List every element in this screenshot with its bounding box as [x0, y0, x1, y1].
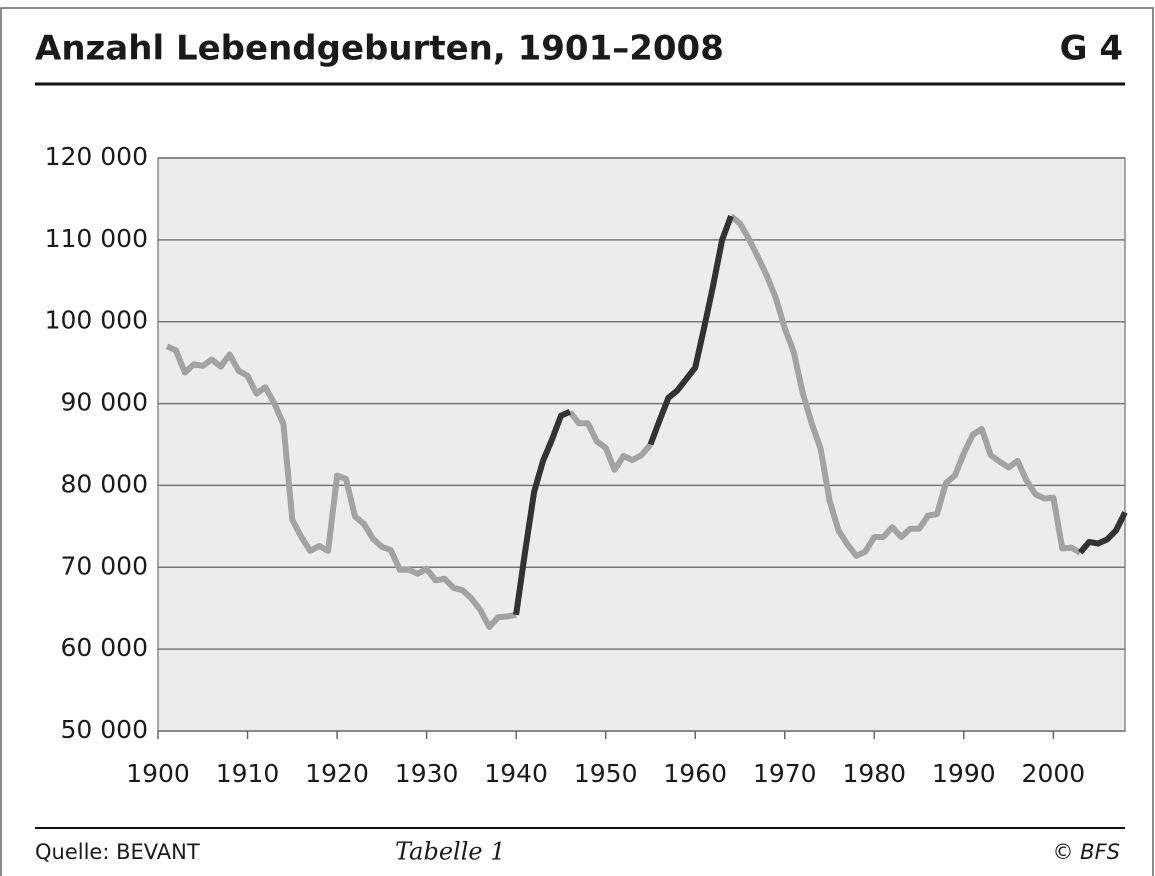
data-line: [165, 213, 1082, 630]
plot-area: [157, 157, 1126, 732]
y-tick-label: 60 000: [61, 633, 148, 662]
copyright: © BFS: [1053, 840, 1121, 864]
y-tick-label: 70 000: [61, 551, 148, 580]
frame: [0, 7, 1154, 876]
y-tick-label: 90 000: [61, 388, 148, 417]
x-tick-label: 1920: [305, 759, 369, 788]
x-tick-label: 1900: [126, 759, 190, 788]
chart-id: G 4: [1060, 29, 1123, 69]
y-tick-label: 110 000: [45, 224, 148, 253]
table-ref: Tabelle 1: [395, 838, 505, 866]
y-tick-label: 100 000: [45, 306, 148, 335]
x-tick-label: 1950: [574, 759, 638, 788]
x-tick-label: 1970: [753, 759, 817, 788]
source: Quelle: BEVANT: [35, 840, 200, 864]
y-tick-label: 120 000: [45, 142, 148, 171]
data-line: [513, 215, 1128, 616]
x-tick-label: 1960: [663, 759, 727, 788]
x-tick-label: 1930: [395, 759, 459, 788]
x-tick-label: 1980: [842, 759, 906, 788]
y-tick-label: 80 000: [61, 469, 148, 498]
x-tick-label: 1940: [484, 759, 548, 788]
y-tick-label: 50 000: [61, 715, 148, 744]
x-tick-label: 1910: [216, 759, 280, 788]
x-tick-label: 2000: [1022, 759, 1086, 788]
x-tick-label: 1990: [932, 759, 996, 788]
chart-title: Anzahl Lebendgeburten, 1901–2008: [35, 29, 724, 69]
